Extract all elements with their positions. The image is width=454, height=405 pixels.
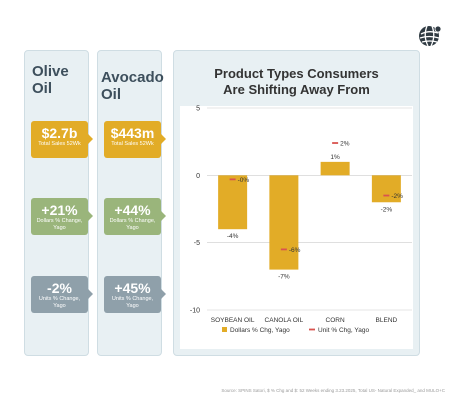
olive-oil-panel: Olive Oil $2.7b Total Sales 52Wk +21% Do…: [24, 50, 93, 356]
x-tick-label: CANOLA OIL: [265, 317, 304, 324]
card-label: Dollars % Change, Yago: [109, 218, 156, 231]
marker-data-label: -2%: [391, 193, 403, 200]
card-label: Units % Change, Yago: [38, 296, 81, 309]
card-label: Units % Change, Yago: [111, 296, 154, 309]
avocado-units-change-card: +45% Units % Change, Yago: [104, 276, 166, 313]
olive-units-change-card: -2% Units % Change, Yago: [31, 276, 93, 313]
marker-data-label: -0%: [238, 177, 250, 184]
y-tick-label: 5: [196, 106, 200, 113]
x-tick-label: BLEND: [376, 317, 398, 324]
chart-title: Product Types Consumers Are Shifting Awa…: [214, 66, 379, 97]
y-tick-label: 0: [196, 173, 200, 180]
card-value: +21%: [41, 202, 78, 218]
olive-dollars-change-card: +21% Dollars % Change, Yago: [31, 198, 93, 235]
avocado-total-sales-card: $443m Total Sales 52Wk: [104, 121, 166, 158]
card-label: Total Sales 52Wk: [38, 141, 81, 147]
avocado-oil-panel: Avocado Oil $443m Total Sales 52Wk +44% …: [97, 50, 166, 356]
bar-data-label: -7%: [278, 274, 290, 281]
chart-panel: Product Types Consumers Are Shifting Awa…: [173, 50, 420, 356]
marker-data-label: 2%: [340, 141, 350, 148]
bar: [320, 161, 350, 176]
avocado-dollars-change-card: +44% Dollars % Change, Yago: [104, 198, 166, 235]
x-tick-label: SOYBEAN OIL: [211, 317, 255, 324]
bar: [371, 175, 401, 203]
x-tick-label: CORN: [326, 317, 345, 324]
bar-data-label: -4%: [227, 233, 239, 240]
legend-swatch-dollars: [222, 327, 227, 332]
card-label: Total Sales 52Wk: [111, 141, 154, 147]
marker-data-label: -6%: [289, 247, 301, 254]
card-value: -2%: [47, 280, 72, 296]
legend-label-dollars: Dollars % Chg, Yago: [230, 327, 290, 334]
bar: [269, 175, 299, 270]
avocado-oil-title: Avocado Oil: [101, 69, 164, 103]
bar: [218, 175, 248, 230]
globe-icon: [419, 25, 442, 47]
card-value: +44%: [114, 202, 151, 218]
bar-data-label: 1%: [330, 154, 340, 161]
card-value: $443m: [110, 125, 155, 141]
legend-label-units: Unit % Chg, Yago: [318, 327, 369, 334]
source-footnote: Source: SPINS Satori, $ % Chg and $: 52 …: [221, 388, 445, 393]
olive-oil-title: Olive Oil: [32, 63, 69, 97]
card-label: Dollars % Change, Yago: [36, 218, 83, 231]
card-value: +45%: [114, 280, 151, 296]
card-value: $2.7b: [41, 125, 78, 141]
olive-total-sales-card: $2.7b Total Sales 52Wk: [31, 121, 93, 158]
y-tick-label: -10: [190, 308, 200, 315]
bar-data-label: -2%: [381, 206, 393, 213]
bar-chart: 5 0 -5 -10 -4% -0% SOYBEAN OIL -7% -6% CANOLA OIL…: [190, 106, 412, 334]
y-tick-label: -5: [194, 240, 200, 247]
